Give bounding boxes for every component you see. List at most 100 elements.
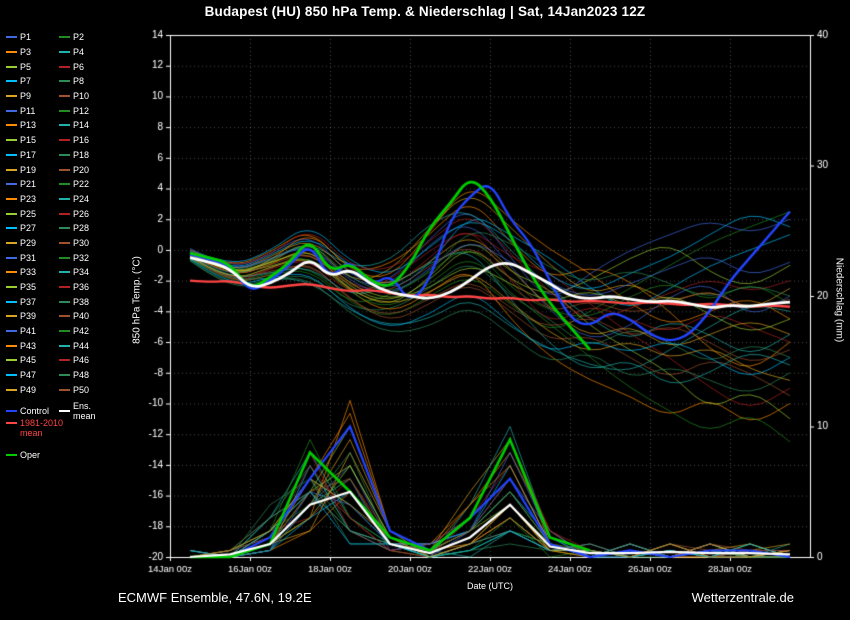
legend-special: Ens. mean — [59, 400, 112, 421]
legend-member: P47 — [6, 368, 59, 383]
legend-member: P11 — [6, 103, 59, 118]
legend-color-dash — [6, 330, 17, 333]
legend-member-label: P8 — [73, 76, 85, 87]
legend-member-label: P50 — [73, 384, 90, 395]
legend-color-dash — [6, 80, 17, 83]
legend-color-dash — [6, 315, 17, 318]
legend-color-dash — [6, 109, 17, 112]
legend-member-label: P26 — [73, 208, 90, 219]
legend-member: P35 — [6, 280, 59, 295]
legend-member-label: P14 — [73, 120, 90, 131]
legend-color-dash — [59, 256, 70, 259]
legend-member: P34 — [59, 265, 112, 280]
legend-member: P32 — [59, 250, 112, 265]
legend-member: P26 — [59, 206, 112, 221]
legend-color-dash — [6, 168, 17, 171]
legend-color-dash — [6, 197, 17, 200]
legend-member-label: P2 — [73, 32, 85, 43]
legend-member-label: P49 — [20, 384, 37, 395]
legend-member: P12 — [59, 103, 112, 118]
legend-color-dash — [6, 421, 17, 424]
legend-member: P44 — [59, 338, 112, 353]
legend-special: 1981-2010 mean — [6, 418, 112, 438]
legend-member-label: P3 — [20, 47, 32, 58]
legend-member-label: P42 — [73, 326, 90, 337]
legend-member-label: P21 — [20, 179, 37, 190]
legend-member-label: P20 — [73, 164, 90, 175]
legend-color-dash — [59, 65, 70, 68]
legend-member: P41 — [6, 324, 59, 339]
legend-member-label: P17 — [20, 149, 37, 160]
legend-member: P46 — [59, 353, 112, 368]
legend-color-dash — [6, 271, 17, 274]
legend-special: Oper — [6, 448, 59, 463]
footer-site: Wetterzentrale.de — [691, 590, 794, 605]
legend-member: P18 — [59, 148, 112, 163]
legend-color-dash — [6, 241, 17, 244]
legend-special-label: Ens. mean — [73, 400, 96, 421]
legend-member-label: P28 — [73, 223, 90, 234]
legend-special-label: 1981-2010 mean — [20, 417, 64, 438]
legend-color-dash — [59, 227, 70, 230]
legend-member-label: P15 — [20, 135, 37, 146]
legend-member: P1 — [6, 30, 59, 45]
legend-member: P28 — [59, 221, 112, 236]
legend-color-dash — [59, 124, 70, 127]
legend-color-dash — [6, 95, 17, 98]
legend-member: P24 — [59, 192, 112, 207]
legend-member: P7 — [6, 74, 59, 89]
legend-member: P17 — [6, 148, 59, 163]
legend-member: P36 — [59, 280, 112, 295]
legend-member: P14 — [59, 118, 112, 133]
legend-member: P8 — [59, 74, 112, 89]
legend-color-dash — [59, 153, 70, 156]
legend-color-dash — [6, 344, 17, 347]
legend-member: P29 — [6, 236, 59, 251]
legend-member: P49 — [6, 383, 59, 398]
legend-color-dash — [6, 300, 17, 303]
legend-member: P5 — [6, 59, 59, 74]
legend-color-dash — [59, 80, 70, 83]
legend-member-label: P7 — [20, 76, 32, 87]
legend-member-label: P35 — [20, 282, 37, 293]
legend-special: Control — [6, 403, 59, 418]
legend-color-dash — [59, 409, 70, 412]
legend-member: P27 — [6, 221, 59, 236]
legend-color-dash — [59, 344, 70, 347]
legend-member-label: P13 — [20, 120, 37, 131]
legend-member-label: P23 — [20, 193, 37, 204]
legend-member-label: P40 — [73, 311, 90, 322]
legend-member-label: P37 — [20, 296, 37, 307]
legend-color-dash — [59, 183, 70, 186]
legend-member: P42 — [59, 324, 112, 339]
legend-member-label: P5 — [20, 61, 32, 72]
legend-member: P9 — [6, 89, 59, 104]
legend-color-dash — [59, 241, 70, 244]
legend-color-dash — [6, 227, 17, 230]
legend-member: P50 — [59, 383, 112, 398]
legend-member-label: P9 — [20, 91, 32, 102]
legend-member: P40 — [59, 309, 112, 324]
legend-member: P45 — [6, 353, 59, 368]
legend-member-label: P6 — [73, 61, 85, 72]
legend-member: P48 — [59, 368, 112, 383]
legend-color-dash — [59, 388, 70, 391]
legend-color-dash — [6, 124, 17, 127]
legend-color-dash — [59, 286, 70, 289]
legend-color-dash — [59, 374, 70, 377]
right-axis-title: Niederschlag (mm) — [833, 257, 845, 343]
legend-member-label: P46 — [73, 355, 90, 366]
legend-member: P19 — [6, 162, 59, 177]
legend-member-label: P1 — [20, 32, 32, 43]
legend-color-dash — [59, 139, 70, 142]
legend-member: P10 — [59, 89, 112, 104]
legend-color-dash — [59, 168, 70, 171]
legend-color-dash — [6, 139, 17, 142]
legend-member: P6 — [59, 59, 112, 74]
legend-member: P25 — [6, 206, 59, 221]
legend-member: P39 — [6, 309, 59, 324]
ensemble-legend: P1 P2 P3 P4 P5 P6 P7 P8 P9 P10 P11 P12 P13 P14 P15 P16 P… — [6, 30, 112, 463]
legend-member-label: P30 — [73, 237, 90, 248]
